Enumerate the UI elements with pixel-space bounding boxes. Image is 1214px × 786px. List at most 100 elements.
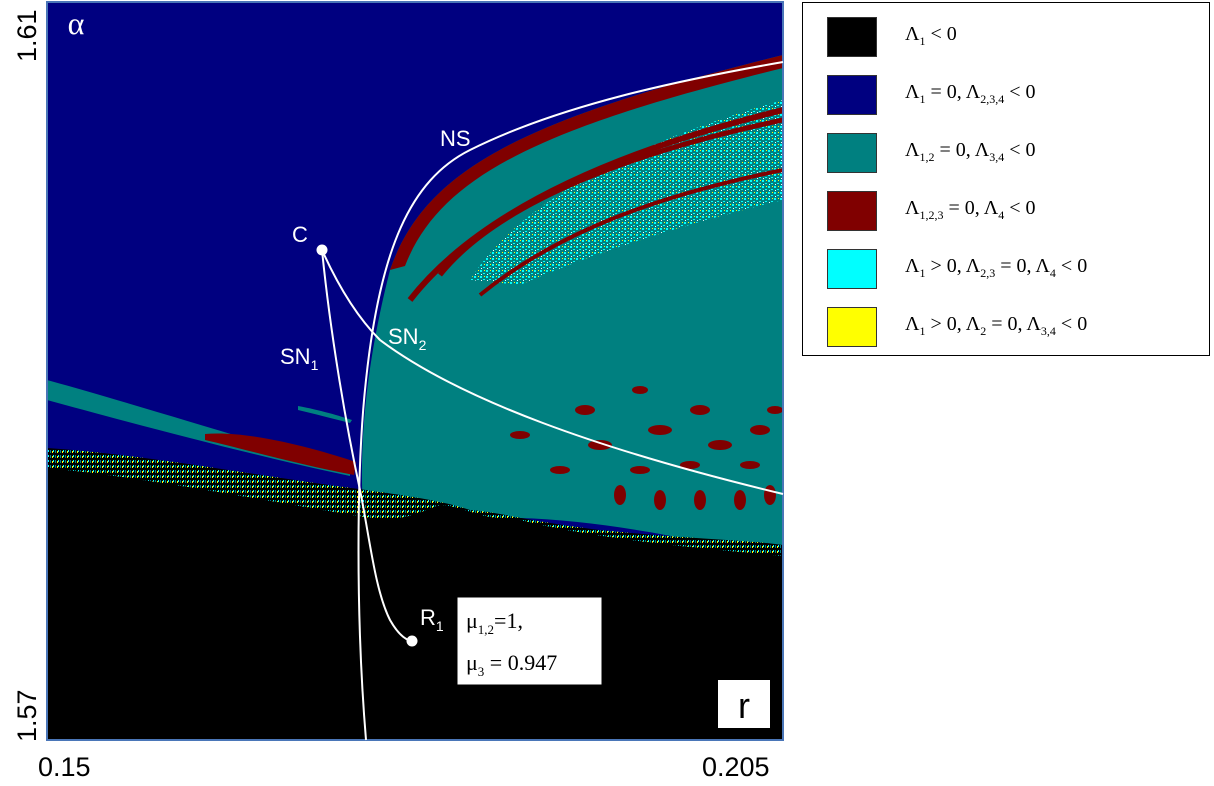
legend-condition: = 0, — [943, 197, 984, 219]
label-sn1-main: SN — [280, 344, 311, 369]
legend-symbol: Λ — [965, 81, 981, 103]
legend-label: Λ1 > 0, Λ2 = 0, Λ3,4 < 0 — [905, 313, 1087, 339]
legend-condition: < 0 — [1004, 139, 1036, 161]
legend-condition: = 0, — [986, 313, 1027, 335]
label-sn1-sub: 1 — [311, 357, 319, 373]
legend-label: Λ1 = 0, Λ2,3,4 < 0 — [905, 81, 1036, 107]
legend-condition: < 0 — [1055, 313, 1088, 335]
label-sn2-main: SN — [388, 324, 419, 349]
legend: Λ1 < 0 Λ1 = 0, Λ2,3,4 < 0 Λ1,2 = 0, Λ3,4 <… — [802, 2, 1210, 356]
region-3torus-band — [390, 55, 783, 270]
legend-condition: = 0, — [995, 255, 1036, 277]
legend-condition: > 0, — [925, 313, 966, 335]
legend-label: Λ1 < 0 — [905, 23, 957, 49]
legend-swatch — [827, 75, 877, 115]
legend-subscript: 1 — [919, 34, 926, 48]
legend-subscript: 1,2 — [919, 150, 935, 164]
annotation-mu12-sub: 1,2 — [478, 622, 494, 637]
legend-symbol: Λ — [905, 139, 920, 161]
legend-swatch — [827, 133, 877, 173]
legend-subscript: 1 — [919, 324, 926, 338]
annotation-mu12: μ — [466, 608, 478, 633]
legend-symbol: Λ — [965, 313, 981, 335]
legend-symbol: Λ — [983, 197, 999, 219]
legend-subscript: 2,3,4 — [980, 92, 1005, 106]
curve-sn1 — [321, 249, 413, 642]
label-sn2-sub: 2 — [419, 337, 427, 353]
plot-area — [47, 2, 783, 740]
label-sn1: SN1 — [280, 344, 319, 373]
legend-condition: = 0, — [934, 139, 975, 161]
x-tick-min: 0.15 — [38, 752, 91, 782]
legend-subscript: 4 — [1049, 266, 1056, 280]
legend-symbol: Λ — [905, 197, 920, 219]
bifurcation-curves — [321, 61, 784, 741]
legend-item: Λ1 > 0, Λ2,3 = 0, Λ4 < 0 — [827, 249, 1207, 289]
y-axis-label: α — [68, 5, 85, 41]
legend-swatch — [827, 307, 877, 347]
legend-subscript: 1 — [919, 92, 926, 106]
curve-ns — [357, 61, 784, 741]
legend-swatch — [827, 17, 877, 57]
legend-item: Λ1 > 0, Λ2 = 0, Λ3,4 < 0 — [827, 307, 1207, 347]
annotation-mu3: μ — [466, 650, 478, 675]
label-r1-main: R — [420, 605, 436, 630]
xlabel-box — [718, 680, 770, 728]
region-chaos — [470, 100, 783, 285]
region-tongue-teal-upper — [298, 406, 352, 423]
x-tick-max: 0.205 — [702, 752, 770, 782]
legend-label: Λ1,2,3 = 0, Λ4 < 0 — [905, 197, 1036, 223]
legend-symbol: Λ — [905, 313, 920, 335]
annotation-line1: μ1,2=1, — [466, 608, 523, 637]
legend-label: Λ1,2 = 0, Λ3,4 < 0 — [905, 139, 1036, 165]
label-sn2: SN2 — [388, 324, 427, 353]
annotation-mu3-rest: = 0.947 — [484, 650, 557, 675]
legend-item: Λ1,2,3 = 0, Λ4 < 0 — [827, 191, 1207, 231]
legend-symbol: Λ — [1035, 255, 1050, 277]
legend-symbol: Λ — [965, 255, 981, 277]
legend-symbol: Λ — [974, 139, 990, 161]
legend-symbol: Λ — [905, 81, 920, 103]
legend-swatch — [827, 191, 877, 231]
legend-item: Λ1 = 0, Λ2,3,4 < 0 — [827, 75, 1207, 115]
legend-subscript: 1,2,3 — [919, 208, 944, 222]
legend-symbol: Λ — [905, 255, 920, 277]
legend-subscript: 3,4 — [1040, 324, 1056, 338]
label-c: C — [292, 222, 308, 247]
legend-subscript: 2 — [980, 324, 987, 338]
region-3torus-tongue-3 — [478, 168, 783, 297]
legend-subscript: 2,3 — [980, 266, 996, 280]
plot-frame — [46, 1, 784, 741]
label-ns: NS — [440, 126, 471, 151]
legend-condition: = 0, — [925, 81, 966, 103]
legend-subscript: 1 — [919, 266, 926, 280]
legend-subscript: 3,4 — [989, 150, 1005, 164]
label-r1-sub: 1 — [436, 618, 444, 634]
annotation-line2: μ3 = 0.947 — [466, 650, 557, 679]
legend-swatch — [827, 249, 877, 289]
legend-item: Λ1 < 0 — [827, 17, 1207, 57]
legend-label: Λ1 > 0, Λ2,3 = 0, Λ4 < 0 — [905, 255, 1087, 281]
y-tick-min: 1.57 — [12, 689, 42, 742]
annotation-mu12-rest: =1, — [494, 608, 523, 633]
region-3torus-islands — [510, 386, 783, 510]
legend-condition: > 0, — [925, 255, 966, 277]
point-c — [316, 244, 328, 256]
region-3torus-tongue-2 — [438, 117, 783, 277]
x-axis-label: r — [738, 685, 750, 726]
legend-symbol: Λ — [1026, 313, 1041, 335]
label-r1: R1 — [420, 605, 444, 634]
curve-sn2 — [321, 249, 784, 495]
legend-condition: < 0 — [925, 23, 957, 45]
legend-symbol: Λ — [905, 23, 920, 45]
legend-condition: < 0 — [1004, 197, 1036, 219]
legend-condition: < 0 — [1055, 255, 1088, 277]
y-tick-max: 1.61 — [12, 9, 42, 62]
annotation-box — [456, 596, 603, 686]
point-r1 — [406, 635, 418, 647]
legend-subscript: 4 — [998, 208, 1005, 222]
annotation-mu3-sub: 3 — [478, 664, 485, 679]
legend-condition: < 0 — [1004, 81, 1036, 103]
region-tongue-red-left — [205, 433, 356, 475]
